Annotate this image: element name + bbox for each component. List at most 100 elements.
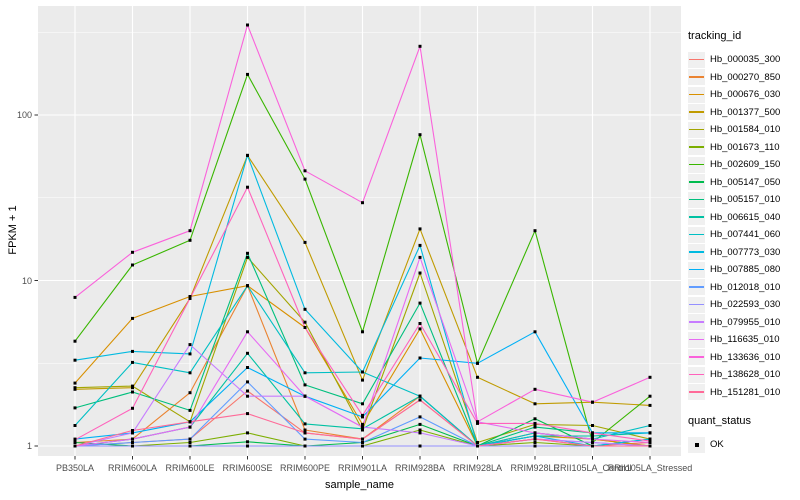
data-point [131, 360, 134, 364]
data-point [188, 343, 192, 347]
data-point [73, 386, 77, 390]
data-point [418, 44, 422, 48]
line-swatch-icon [688, 156, 705, 173]
data-point [476, 420, 479, 424]
data-point [303, 383, 307, 387]
data-point [188, 238, 192, 242]
x-tick-label: RRIM600LA [107, 463, 158, 473]
legend-item-label: Hb_001377_500 [710, 106, 781, 118]
legend-item-Hb_001584_010: Hb_001584_010 [688, 121, 800, 139]
data-point [533, 441, 537, 444]
series-color-line [689, 58, 704, 61]
x-axis-title: sample_name [324, 479, 395, 491]
data-point [361, 201, 364, 205]
line-swatch-icon [688, 121, 705, 138]
data-point [361, 402, 364, 406]
line-swatch-icon [688, 261, 705, 278]
legend-item-Hb_001673_110: Hb_001673_110 [688, 139, 800, 157]
data-point [418, 327, 422, 331]
line-swatch-icon [688, 139, 705, 156]
data-point [131, 390, 134, 394]
data-point [648, 424, 652, 427]
legend-item-label: Hb_022593_030 [710, 299, 781, 311]
data-point [188, 444, 192, 448]
data-point [533, 387, 537, 391]
data-point [533, 330, 537, 334]
data-point [476, 441, 479, 444]
data-point [361, 422, 364, 426]
data-point [303, 320, 307, 324]
data-point [131, 263, 134, 267]
data-point [188, 437, 192, 441]
data-point [131, 444, 134, 448]
data-point [533, 437, 537, 441]
data-point [418, 301, 422, 305]
data-point [246, 351, 249, 355]
data-point [246, 389, 249, 393]
legend-item-Hb_138628_010: Hb_138628_010 [688, 366, 800, 384]
data-point [73, 387, 77, 391]
data-point [188, 441, 192, 444]
series-color-line [689, 181, 704, 183]
point-marker-icon [694, 442, 699, 447]
data-point [533, 402, 537, 406]
data-point [246, 330, 249, 334]
legend-item-label: Hb_002609_150 [710, 159, 781, 171]
legend-item-label: Hb_001673_110 [710, 141, 780, 153]
legend-item-label: Hb_000676_030 [710, 89, 781, 101]
data-point [361, 413, 364, 417]
data-point [418, 398, 422, 402]
data-point [246, 394, 249, 398]
line-swatch-icon [688, 104, 705, 121]
legend-items: Hb_000035_300 Hb_000270_850 Hb_000676_030 H… [688, 51, 800, 401]
y-tick-label: 10 [21, 275, 32, 286]
x-tick-label: RRIM928LE [510, 463, 560, 473]
x-tick-label: RRII105LA_Stressed [607, 463, 693, 473]
data-point [418, 271, 422, 275]
line-swatch-icon [688, 69, 705, 86]
series-color-line [689, 338, 704, 341]
x-tick-label: RRIM901LA [337, 463, 388, 473]
legend-item-label: Hb_005157_010 [710, 194, 781, 206]
line-swatch-icon [688, 366, 705, 383]
legend-item-Hb_001377_500: Hb_001377_500 [688, 104, 800, 122]
data-point [303, 169, 307, 173]
data-point [188, 352, 192, 356]
data-point [303, 326, 307, 329]
line-swatch-icon [688, 174, 705, 191]
line-swatch-icon [688, 86, 705, 103]
series-color-line [689, 111, 704, 113]
line-swatch-icon [688, 314, 705, 331]
data-point [246, 431, 249, 435]
data-point [303, 177, 307, 181]
line-swatch-icon [688, 331, 705, 348]
data-point [188, 371, 192, 375]
data-point [131, 429, 134, 432]
data-point [303, 431, 307, 435]
legend-title-quant-status: quant_status [688, 415, 751, 427]
series-color-line [689, 216, 704, 218]
data-point [246, 366, 249, 369]
data-point [246, 255, 249, 259]
series-color-line [689, 321, 704, 323]
line-swatch-icon [688, 209, 705, 226]
data-point [188, 408, 192, 412]
legend-item-label: Hb_007773_030 [710, 246, 781, 258]
legend-item-Hb_000035_300: Hb_000035_300 [688, 51, 800, 69]
legend-item-Hb_002609_150: Hb_002609_150 [688, 156, 800, 174]
data-point [303, 422, 307, 426]
data-point [418, 431, 422, 435]
data-point [303, 437, 307, 441]
data-point [73, 295, 77, 299]
data-point [591, 437, 594, 441]
data-point [303, 428, 307, 432]
x-tick-label: PB350LA [55, 463, 95, 473]
line-swatch-icon [688, 349, 705, 366]
data-point [131, 349, 134, 353]
data-point [648, 444, 652, 448]
data-point [648, 431, 652, 435]
data-point [73, 441, 77, 444]
data-point [303, 394, 307, 398]
x-tick-label: RRIM928BA [394, 463, 446, 473]
